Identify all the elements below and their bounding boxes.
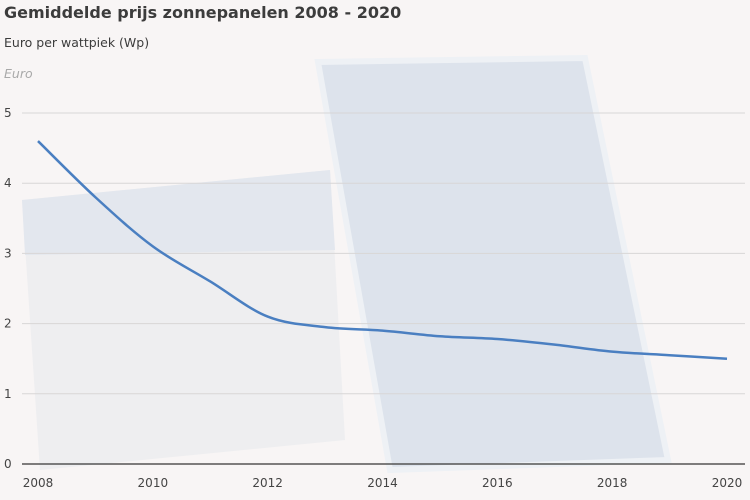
x-tick-label: 2016 — [482, 476, 513, 490]
y-tick-label: 2 — [4, 317, 12, 331]
x-tick-label: 2008 — [23, 476, 54, 490]
x-tick-label: 2018 — [597, 476, 628, 490]
y-tick-label: 4 — [4, 176, 12, 190]
x-tick-label: 2014 — [367, 476, 398, 490]
chart-title: Gemiddelde prijs zonnepanelen 2008 - 202… — [4, 3, 402, 22]
y-tick-label: 0 — [4, 457, 12, 471]
chart-subtitle: Euro per wattpiek (Wp) — [4, 35, 150, 50]
x-tick-label: 2010 — [138, 476, 169, 490]
x-tick-label: 2012 — [252, 476, 283, 490]
y-tick-label: 1 — [4, 387, 12, 401]
x-tick-label: 2020 — [712, 476, 743, 490]
solar-panel-background-image — [22, 54, 672, 474]
y-tick-label: 3 — [4, 246, 12, 260]
y-tick-label: 5 — [4, 106, 12, 120]
y-axis-label: Euro — [4, 66, 33, 81]
